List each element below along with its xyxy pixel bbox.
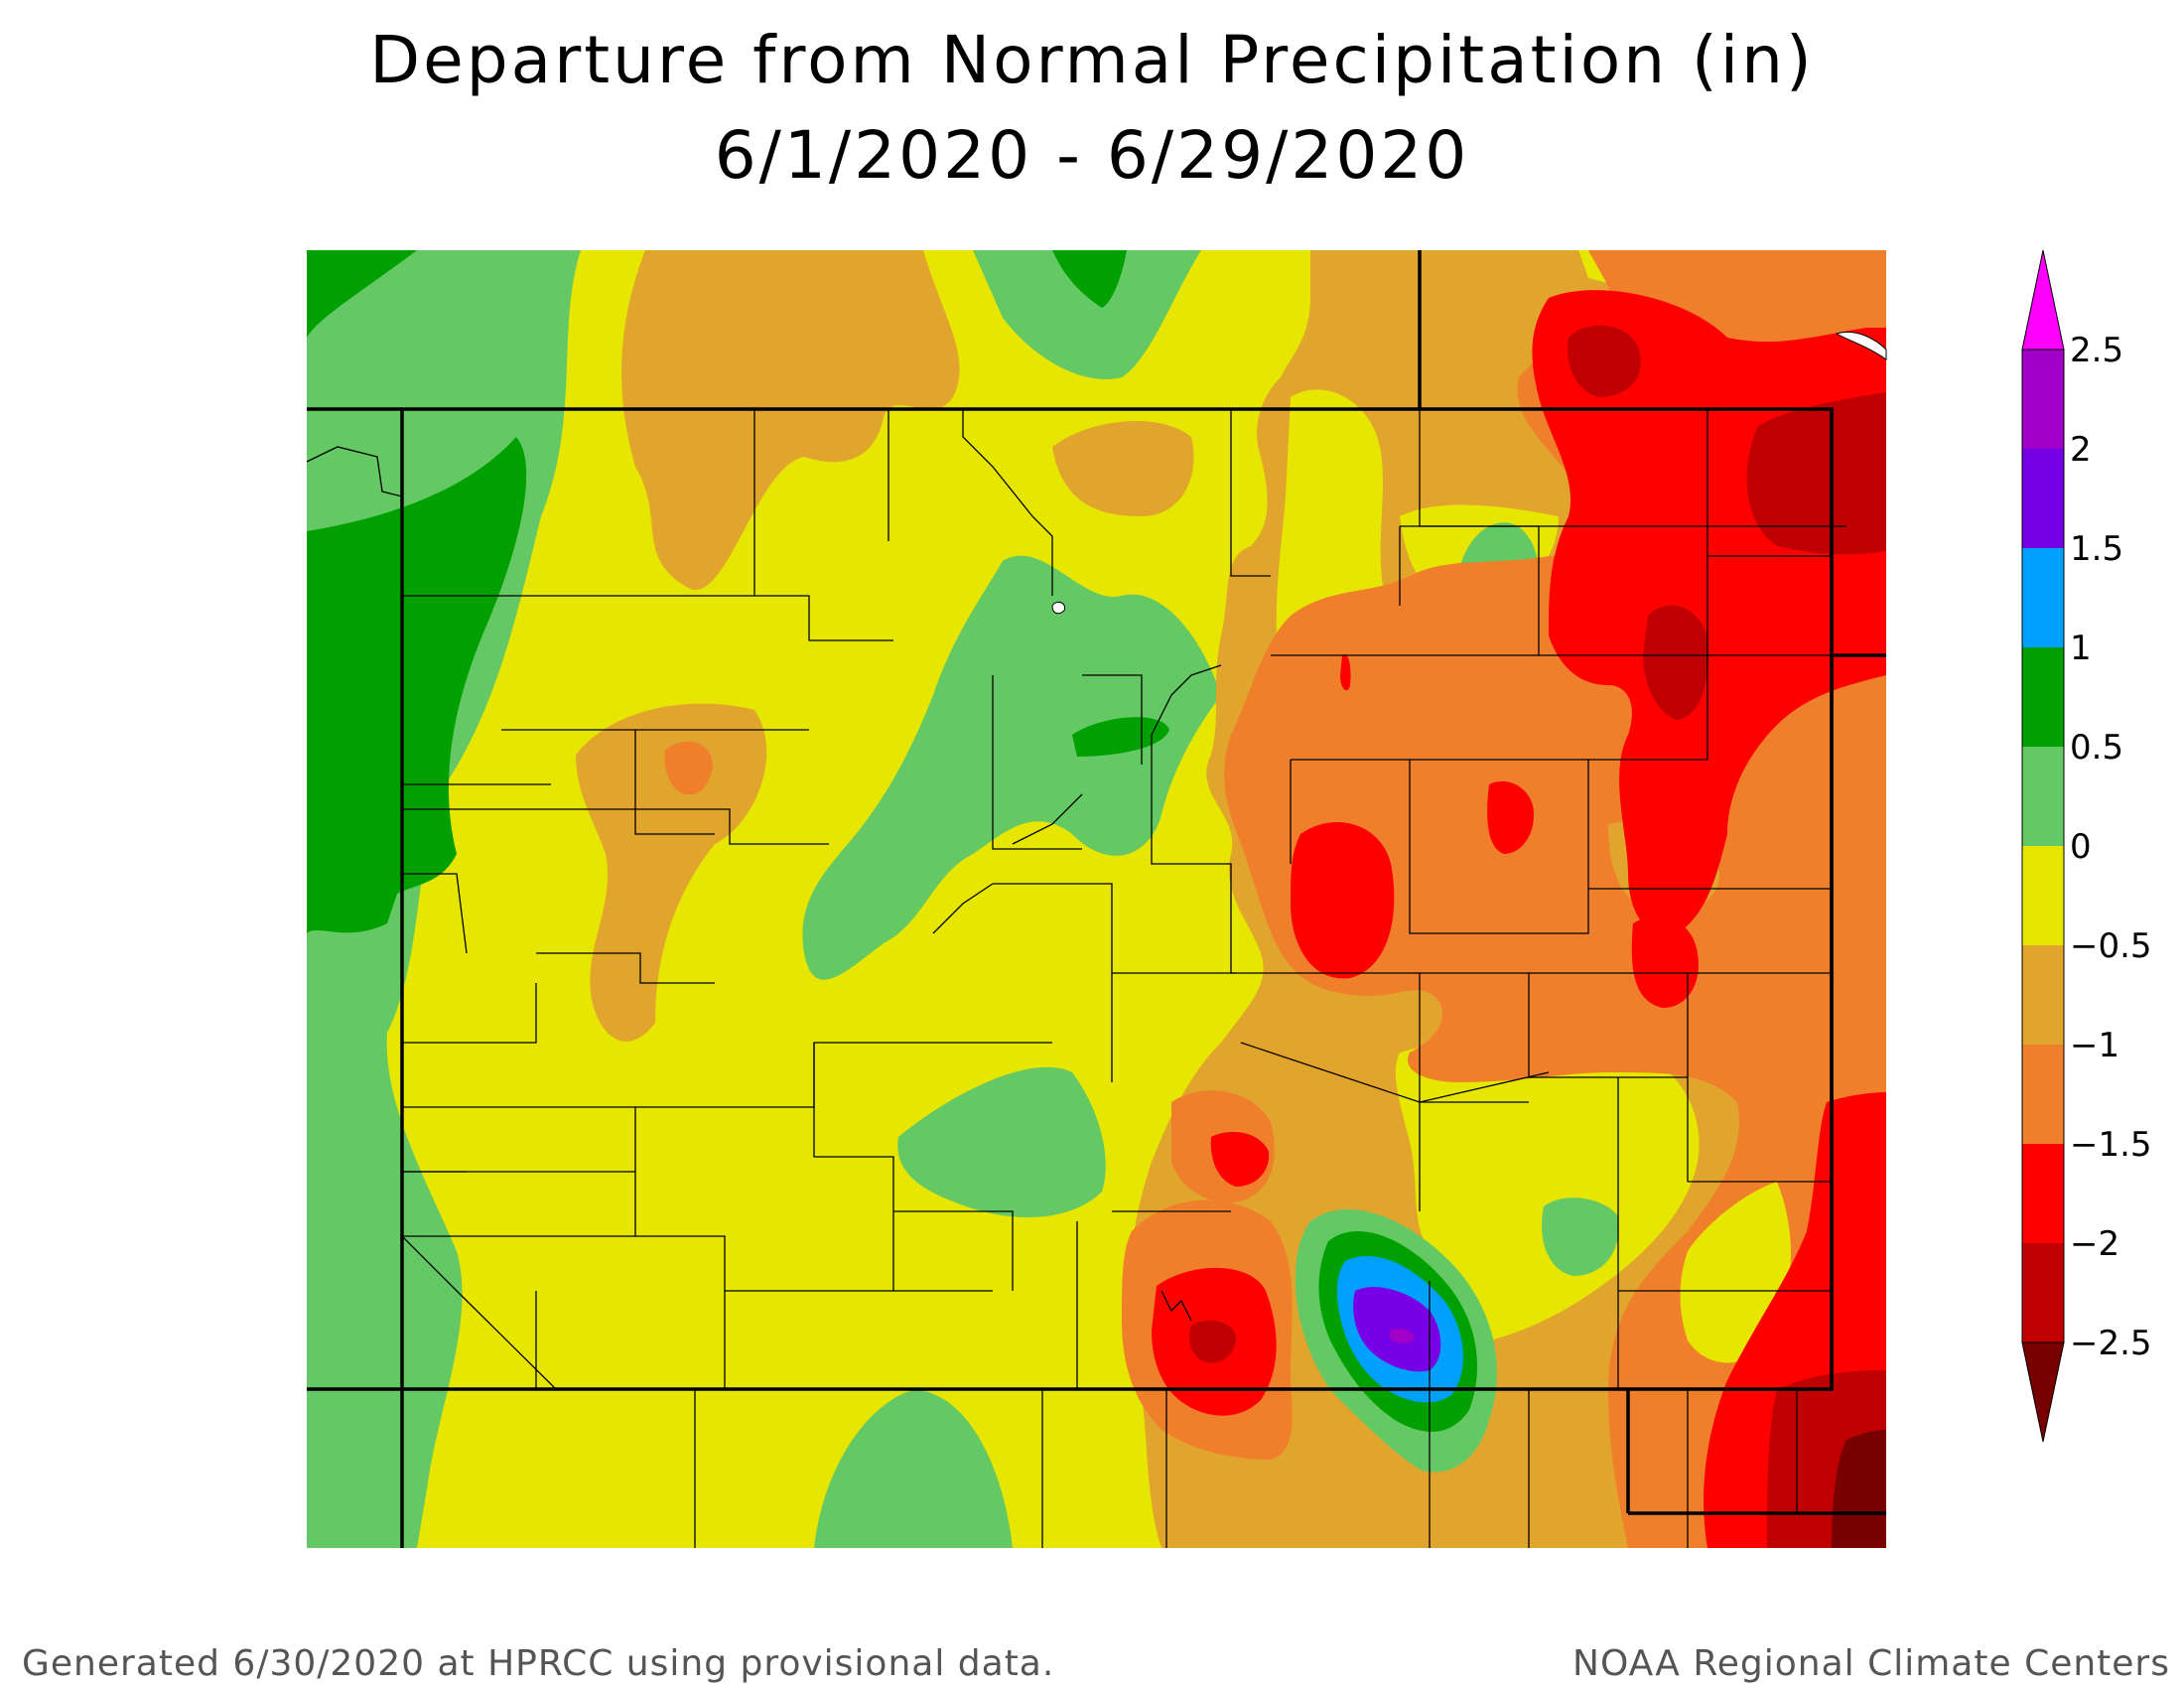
legend-swatch — [2022, 647, 2064, 747]
legend-swatch — [2022, 350, 2064, 449]
lake-glyph-north — [1051, 601, 1066, 615]
contour-e-red-2 — [1487, 780, 1534, 854]
contour-sc-green — [897, 1066, 1106, 1218]
contour-west-darkgreen — [307, 250, 417, 338]
legend-tick-label: −2.5 — [2070, 1324, 2152, 1363]
footer-generated-note: Generated 6/30/2020 at HPRCC using provi… — [22, 1643, 1055, 1684]
legend-swatch — [2022, 945, 2064, 1045]
contour-north-green — [973, 250, 1201, 379]
contour-e-red-small — [1340, 654, 1351, 691]
legend-tick-label: −2 — [2070, 1224, 2119, 1264]
contour-se-darkestred — [1832, 1430, 1886, 1548]
footer-source: NOAA Regional Climate Centers — [1572, 1643, 2170, 1684]
legend-swatch — [2022, 548, 2064, 647]
legend-tick-label: 1 — [2070, 629, 2092, 668]
legend-frame — [2021, 349, 2065, 1343]
contour-sw-darkred — [1189, 1320, 1236, 1363]
contour-ne-darkred-3 — [1643, 605, 1709, 720]
contour-wc-orange-dark — [664, 741, 713, 795]
contour-north-darkgreen — [1052, 250, 1127, 308]
legend-arrow-bottom — [2021, 1341, 2065, 1443]
legend-tick-label: −1 — [2070, 1026, 2119, 1065]
map-date-range: 6/1/2020 - 6/29/2020 — [714, 117, 1470, 194]
contour-ne-darkred-1 — [1568, 325, 1641, 397]
contour-e-yellow-mid — [1395, 1036, 1700, 1340]
county-lines — [306, 409, 1846, 1548]
contour-west-darkgreen-2 — [307, 437, 527, 933]
lake-glyph-ne — [1835, 332, 1887, 360]
legend-swatch — [2022, 1144, 2064, 1243]
legend-arrow-top — [2021, 249, 2065, 351]
contour-north-orange — [621, 250, 960, 590]
legend-tick-label: −1.5 — [2070, 1125, 2152, 1165]
contour-e-red-3 — [1631, 916, 1699, 1008]
legend-colorbar: 2.5 2 1.5 1 0.5 0 −0.5 −1 −1.5 −2 −2.5 — [2021, 249, 2152, 1443]
contour-central-green — [802, 555, 1221, 980]
contour-ne-orange-small — [1052, 420, 1194, 516]
contour-e-green-small — [1542, 1197, 1619, 1276]
contour-c-red — [1293, 821, 1395, 979]
legend-swatch — [2022, 1243, 2064, 1342]
legend-swatch — [2022, 747, 2064, 846]
contour-ne-darkred-2 — [1746, 392, 1886, 555]
contour-field — [307, 250, 1886, 1548]
contour-central-darkgreen — [1072, 717, 1169, 757]
contour-wc-orange — [576, 703, 767, 1042]
contour-south-green — [814, 1390, 1013, 1548]
legend-tick-label: 1.5 — [2070, 529, 2123, 569]
legend-tick-label: 2.5 — [2070, 331, 2123, 370]
boundaries — [306, 250, 1886, 1548]
legend-tick-label: 0 — [2070, 827, 2092, 867]
contour-s-red — [1210, 1132, 1270, 1187]
legend-tick-label: −0.5 — [2070, 926, 2152, 966]
legend-swatch — [2022, 449, 2064, 548]
legend-swatch — [2022, 1045, 2064, 1144]
legend-swatch — [2022, 846, 2064, 945]
legend-tick-label: 2 — [2070, 430, 2092, 470]
contour-sc-magenta — [1390, 1328, 1415, 1343]
map-title: Departure from Normal Precipitation (in) — [369, 22, 1815, 98]
legend-tick-label: 0.5 — [2070, 728, 2123, 768]
